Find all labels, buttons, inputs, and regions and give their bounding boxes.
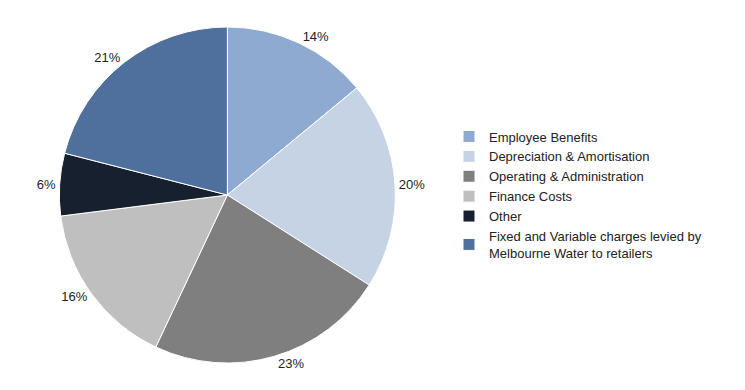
svg-text:Finance Costs: Finance Costs [489, 189, 573, 204]
svg-text:23%: 23% [278, 356, 304, 371]
svg-text:Other: Other [489, 209, 522, 224]
svg-text:Operating & Administration: Operating & Administration [489, 169, 644, 184]
svg-text:20%: 20% [399, 177, 425, 192]
svg-text:Employee Benefits: Employee Benefits [489, 130, 598, 145]
svg-text:16%: 16% [61, 289, 87, 304]
svg-text:Fixed and Variable charges lev: Fixed and Variable charges levied byMelb… [489, 229, 702, 261]
svg-text:Depreciation & Amortisation: Depreciation & Amortisation [489, 149, 649, 164]
svg-text:6%: 6% [37, 177, 56, 192]
svg-text:21%: 21% [94, 50, 120, 65]
svg-text:14%: 14% [303, 29, 329, 44]
